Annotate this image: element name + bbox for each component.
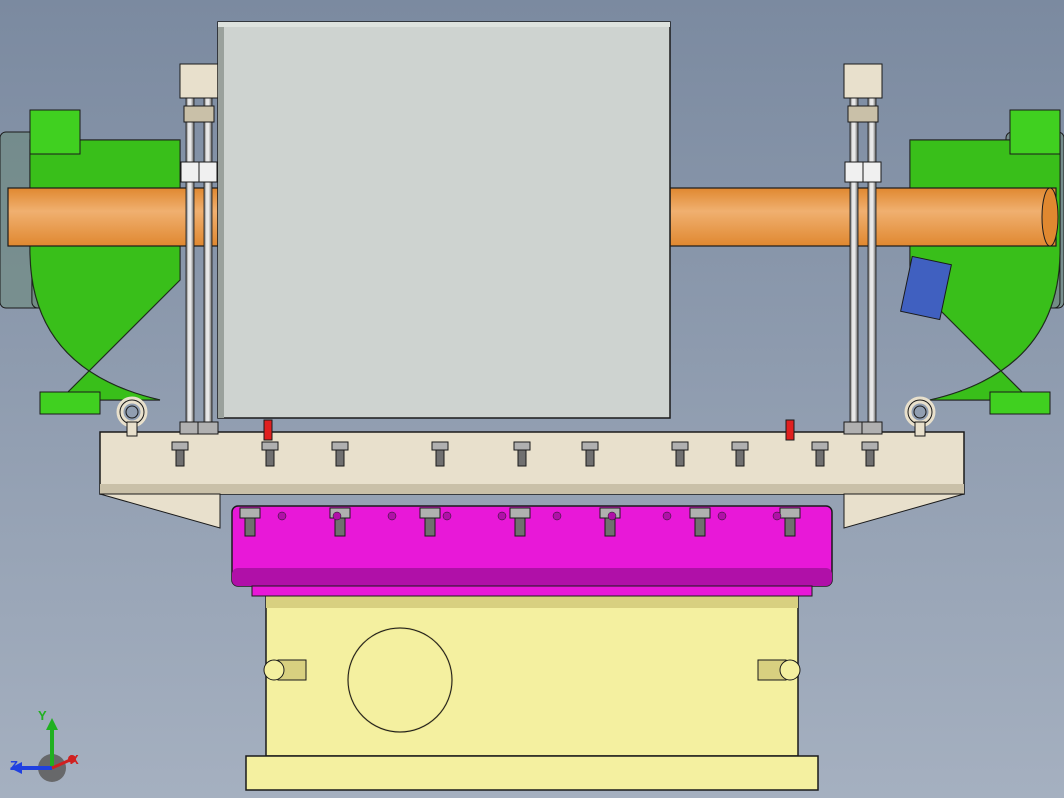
axis-label-z: Z bbox=[10, 758, 18, 773]
axis-label-x: X bbox=[70, 752, 79, 767]
cad-scene-svg bbox=[0, 0, 1064, 798]
axis-triad[interactable]: Y Z X bbox=[10, 708, 110, 788]
axis-triad-svg bbox=[10, 708, 110, 788]
axis-label-y: Y bbox=[38, 708, 47, 723]
cad-viewport[interactable]: Y Z X bbox=[0, 0, 1064, 798]
